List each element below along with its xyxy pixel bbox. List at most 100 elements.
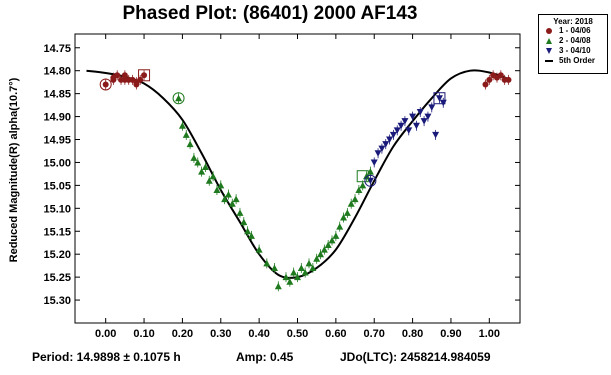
highlight-circle (99, 78, 112, 91)
data-point (232, 195, 240, 203)
line-marker-icon (545, 60, 553, 62)
legend-label: 5th Order (559, 56, 596, 65)
x-tick-label: 0.70 (364, 328, 385, 340)
y-tick-label: 14.75 (43, 43, 71, 55)
data-point (213, 186, 221, 193)
data-point (497, 72, 504, 79)
data-point (382, 141, 390, 148)
legend-label: 3 - 04/10 (559, 46, 591, 55)
data-point (255, 246, 263, 253)
y-tick-label: 14.80 (43, 66, 71, 78)
data-point (305, 259, 313, 267)
x-tick-label: 0.50 (287, 328, 308, 340)
data-point (435, 95, 443, 102)
highlight-circle (172, 92, 185, 105)
axis-ticks: 0.00 0.10 0.20 0.30 0.40 0.50 0.60 0.70 0.80 0.90… (43, 34, 520, 340)
data-point (505, 76, 512, 83)
data-point (389, 131, 397, 139)
data-point (416, 108, 424, 116)
data-point (313, 255, 321, 262)
data-point (386, 136, 394, 144)
x-tick-label: 0.20 (172, 328, 193, 340)
y-tick-label: 15.25 (43, 272, 71, 284)
legend-entry: 3 - 04/10 (539, 46, 607, 56)
data-point (290, 269, 298, 276)
data-point (133, 79, 140, 86)
data-point (121, 76, 128, 83)
data-point (186, 140, 194, 148)
y-tick-label: 14.90 (43, 112, 71, 124)
data-point (263, 259, 271, 267)
highlight-square (138, 69, 151, 82)
highlight-circle (364, 174, 377, 187)
data-point (359, 181, 367, 189)
data-point (205, 177, 213, 184)
data-point (221, 195, 229, 203)
legend-entry: 2 - 04/08 (539, 36, 607, 46)
triangle-up-marker-icon (546, 38, 552, 44)
data-point (328, 236, 336, 244)
legend: Year: 2018 1 - 04/06 2 - 04/08 3 - 04/10… (538, 14, 608, 74)
circle-marker-icon (546, 28, 552, 34)
data-point (247, 232, 255, 239)
data-point (409, 113, 417, 121)
data-point (355, 186, 363, 193)
data-point (194, 158, 202, 166)
x-tick-label: 0.60 (325, 328, 346, 340)
x-tick-label: 0.10 (133, 328, 154, 340)
legend-label: 2 - 04/08 (559, 36, 591, 45)
data-point (401, 118, 409, 125)
data-point (240, 218, 248, 226)
data-point (244, 227, 252, 235)
period-text: Period: 14.9898 ± 0.1075 h (32, 350, 181, 364)
data-point (294, 273, 301, 281)
data-point (182, 131, 190, 138)
data-point (420, 118, 428, 125)
x-tick-label: 0.90 (440, 328, 461, 340)
y-tick-label: 14.85 (43, 89, 71, 101)
data-point (282, 273, 290, 281)
x-tick-label: 0.30 (210, 328, 231, 340)
highlight-square (433, 92, 446, 105)
data-point (286, 278, 294, 285)
data-point (424, 113, 432, 121)
amplitude-text: Amp: 0.45 (236, 350, 294, 364)
data-point (102, 81, 109, 88)
y-tick-label: 15.20 (43, 249, 71, 261)
jdo-text: JDo(LTC): 2458214.984059 (340, 350, 491, 364)
highlighted-points-group (99, 69, 446, 187)
data-point (209, 172, 217, 180)
data-point (439, 99, 447, 107)
data-point (336, 223, 344, 230)
data-point (178, 122, 186, 129)
y-tick-label: 15.05 (43, 180, 71, 192)
data-point (351, 195, 359, 203)
data-point (141, 72, 148, 79)
x-tick-label: 0.40 (248, 328, 269, 340)
data-point (297, 264, 305, 271)
data-point (343, 209, 351, 216)
data-point (486, 76, 493, 83)
data-point (201, 163, 209, 171)
legend-title: Year: 2018 (553, 17, 593, 26)
data-point (224, 191, 232, 198)
data-point (274, 282, 282, 290)
data-point (110, 74, 117, 81)
x-tick-label: 1.00 (479, 328, 500, 340)
footer-info: Period: 14.9898 ± 0.1075 h Amp: 0.45 JDo… (0, 350, 560, 370)
data-point (198, 168, 206, 175)
data-point (432, 131, 440, 139)
y-tick-label: 15.00 (43, 157, 71, 169)
y-tick-label: 14.95 (43, 135, 71, 147)
data-point (175, 94, 183, 102)
data-point (397, 122, 405, 130)
legend-entry: 5th Order (539, 56, 607, 66)
data-point (393, 127, 401, 134)
data-point (324, 241, 332, 249)
data-point (332, 232, 340, 239)
data-points-group (102, 70, 512, 292)
legend-entry: 1 - 04/06 (539, 26, 607, 36)
legend-label: 1 - 04/06 (559, 26, 591, 35)
y-tick-label: 15.10 (43, 203, 71, 215)
data-point (236, 209, 244, 216)
